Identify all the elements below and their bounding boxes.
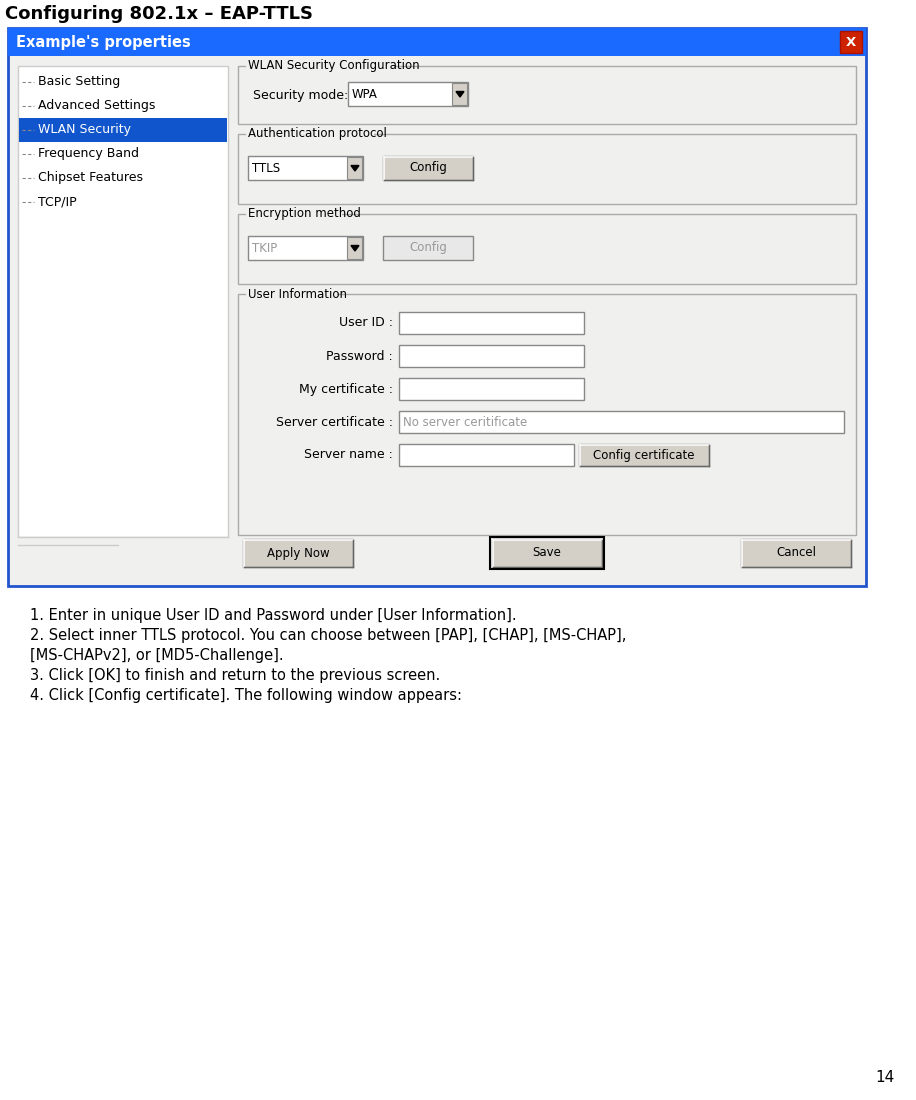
Bar [238,214,856,284]
Bar [490,537,604,569]
Bar [840,31,862,53]
Text: User Information: User Information [248,287,347,300]
Text: Configuring 802.1x – EAP-TTLS: Configuring 802.1x – EAP-TTLS [5,6,313,23]
Bar [10,58,864,584]
Text: Basic Setting: Basic Setting [38,76,120,88]
Bar [452,82,467,104]
Polygon shape [351,245,359,251]
Text: 14: 14 [876,1070,895,1085]
Text: X: X [845,35,856,48]
Text: User ID :: User ID : [339,317,393,330]
Polygon shape [456,91,464,97]
Text: Save: Save [532,547,562,560]
Text: Advanced Settings: Advanced Settings [38,99,156,112]
Text: No server ceritificate: No server ceritificate [403,416,528,429]
Bar [347,236,362,258]
Bar [238,134,856,204]
Text: Server certificate :: Server certificate : [276,416,393,429]
Text: TCP/IP: TCP/IP [38,196,77,209]
Text: WPA: WPA [352,88,378,100]
Text: Password :: Password : [326,350,393,363]
Bar [399,444,574,466]
Text: Frequency Band: Frequency Band [38,147,139,161]
Bar [246,208,343,220]
Text: Encryption method: Encryption method [248,208,361,220]
Text: Authentication protocol: Authentication protocol [248,128,387,141]
Bar [248,156,363,180]
Text: Config certificate: Config certificate [594,449,694,462]
Bar [238,294,856,535]
Text: WLAN Security: WLAN Security [38,123,131,136]
Bar [399,312,584,334]
Bar [8,28,866,586]
Text: My certificate :: My certificate : [299,383,393,396]
Text: Chipset Features: Chipset Features [38,172,143,185]
Bar [248,236,363,260]
Bar [243,539,353,566]
Bar [238,66,856,124]
Text: Server name :: Server name : [304,449,393,462]
Text: Config: Config [409,162,447,175]
Bar [348,82,468,106]
Text: 4. Click [Config certificate]. The following window appears:: 4. Click [Config certificate]. The follo… [30,688,462,703]
Bar [383,236,473,260]
Text: Example's properties: Example's properties [16,34,191,50]
Bar [383,156,473,180]
Text: Cancel: Cancel [776,547,816,560]
Bar [246,60,395,72]
Bar [347,157,362,179]
Text: Security mode:: Security mode: [253,89,348,102]
Text: [MS-CHAPv2], or [MD5-Challenge].: [MS-CHAPv2], or [MD5-Challenge]. [30,648,284,663]
Bar [246,128,374,140]
Bar [19,118,227,142]
Bar [492,539,602,566]
Text: WLAN Security Configuration: WLAN Security Configuration [248,59,420,73]
Bar [18,537,228,544]
Bar [18,66,228,537]
Bar [741,539,851,566]
Text: TKIP: TKIP [252,242,278,254]
Bar [399,411,844,433]
Bar [399,378,584,400]
Text: 3. Click [OK] to finish and return to the previous screen.: 3. Click [OK] to finish and return to th… [30,668,441,683]
Polygon shape [351,165,359,170]
Text: TTLS: TTLS [252,162,280,175]
Text: Apply Now: Apply Now [267,547,330,560]
Text: 2. Select inner TTLS protocol. You can choose between [PAP], [CHAP], [MS-CHAP],: 2. Select inner TTLS protocol. You can c… [30,628,627,643]
Bar [579,444,709,466]
Bar [246,288,337,300]
Bar [399,345,584,367]
Bar [8,28,866,56]
Text: Config: Config [409,242,447,254]
Text: 1. Enter in unique User ID and Password under [User Information].: 1. Enter in unique User ID and Password … [30,608,517,623]
